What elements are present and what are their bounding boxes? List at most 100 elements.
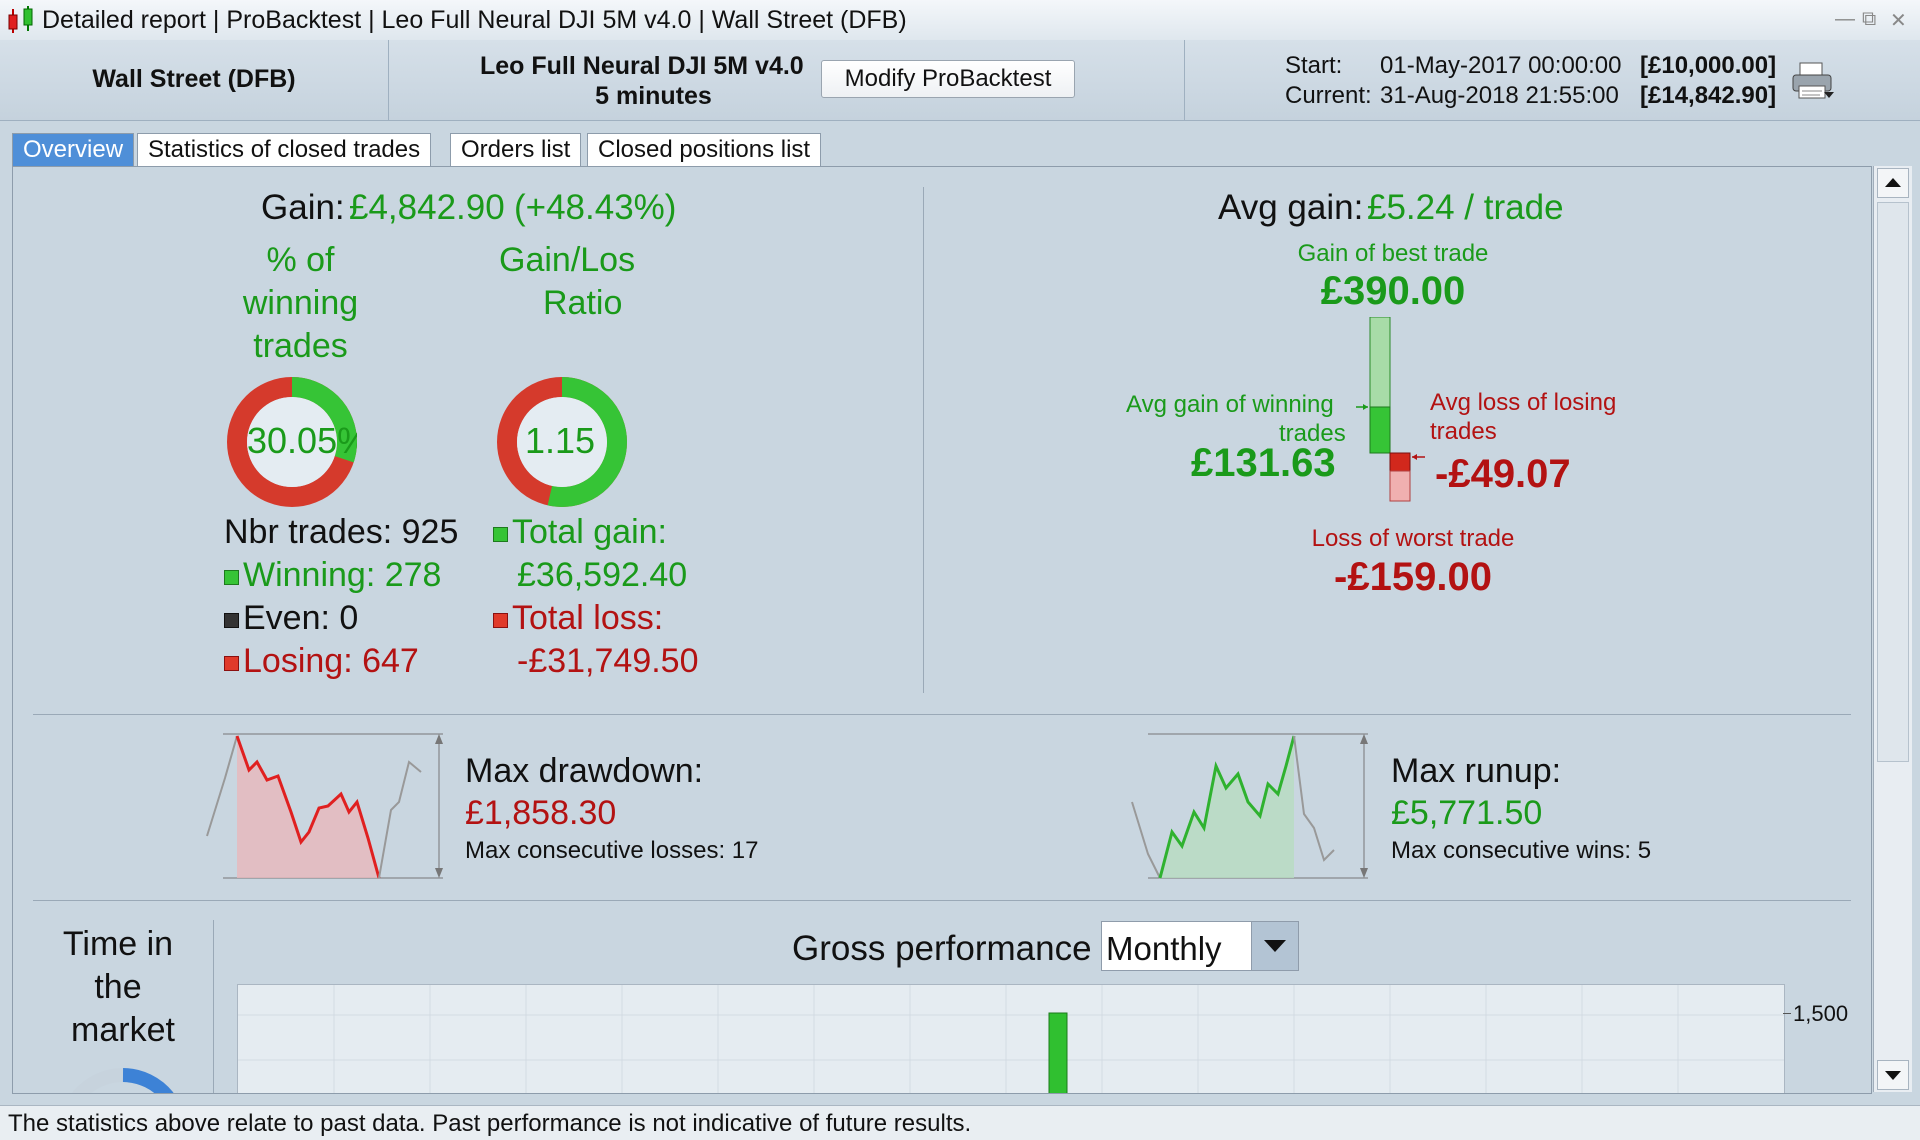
time-in-market-title: Time in bbox=[62, 925, 174, 963]
winning-trades-title: % of bbox=[266, 241, 335, 279]
section-divider bbox=[33, 714, 1851, 715]
avg-winning-value: £131.63 bbox=[1191, 441, 1336, 485]
gain-loss-ratio-donut: 1.15 bbox=[497, 377, 627, 507]
winning-trades-donut: 30.05% bbox=[227, 377, 357, 507]
max-consecutive-losses: Max consecutive losses: 17 bbox=[465, 837, 759, 864]
tab-statistics-closed-trades[interactable]: Statistics of closed trades bbox=[137, 133, 432, 166]
avg-losing-label: Avg loss of losing bbox=[1430, 389, 1617, 416]
gain-label: Gain: bbox=[261, 188, 345, 227]
period-select[interactable]: Monthly bbox=[1101, 921, 1299, 971]
header-divider bbox=[388, 40, 389, 120]
total-loss-label: Total loss: bbox=[512, 599, 664, 637]
current-date: 31-Aug-2018 21:55:00 bbox=[1380, 82, 1619, 109]
arrow-down-icon bbox=[1885, 1071, 1901, 1080]
time-in-market-title: market bbox=[71, 1011, 175, 1049]
scroll-up-button[interactable] bbox=[1877, 168, 1909, 198]
even-count: Even: 0 bbox=[243, 599, 359, 637]
gross-performance-chart bbox=[237, 984, 1785, 1093]
total-gain-label: Total gain: bbox=[512, 513, 667, 551]
trade-range-bar bbox=[1356, 317, 1425, 502]
max-drawdown-value: £1,858.30 bbox=[465, 794, 617, 832]
title-bar: Detailed report | ProBacktest | Leo Full… bbox=[0, 0, 1920, 41]
time-in-market-donut bbox=[71, 1068, 175, 1093]
tab-orders-list[interactable]: Orders list bbox=[450, 133, 582, 166]
start-date: 01-May-2017 00:00:00 bbox=[1380, 52, 1622, 79]
worst-trade-value: -£159.00 bbox=[1334, 555, 1492, 599]
number-of-trades: Nbr trades: 925 bbox=[224, 513, 459, 551]
section-divider bbox=[213, 920, 214, 1093]
black-legend-square bbox=[224, 612, 239, 628]
gain-value: £4,842.90 bbox=[349, 188, 505, 227]
gain-percent: (+48.43%) bbox=[514, 188, 677, 227]
axis-tick-mark bbox=[1783, 1013, 1791, 1014]
max-drawdown-label: Max drawdown: bbox=[465, 752, 704, 790]
even-count-row: Even: 0 bbox=[224, 599, 358, 638]
header-divider bbox=[1184, 40, 1185, 120]
current-label: Current: bbox=[1285, 82, 1372, 109]
total-loss-row: Total loss: bbox=[493, 599, 663, 638]
close-icon[interactable]: ✕ bbox=[1890, 10, 1907, 32]
overview-panel: Gain: £4,842.90 (+48.43%) % of winning t… bbox=[12, 166, 1872, 1094]
candlestick-app-icon bbox=[8, 6, 33, 33]
avg-gain-label: Avg gain: bbox=[1218, 188, 1364, 227]
printer-icon[interactable] bbox=[1790, 60, 1836, 102]
avg-winning-label: Avg gain of winning bbox=[1126, 391, 1334, 418]
status-bar: The statistics above relate to past data… bbox=[0, 1105, 1920, 1140]
gain-loss-ratio-title: Gain/Los bbox=[499, 241, 636, 279]
restore-icon[interactable]: ⧉ bbox=[1862, 8, 1877, 30]
avg-losing-label: trades bbox=[1430, 418, 1497, 445]
winning-count-row: Winning: 278 bbox=[224, 556, 441, 595]
winning-count: Winning: 278 bbox=[243, 556, 442, 594]
best-trade-label: Gain of best trade bbox=[1297, 240, 1489, 267]
max-runup-value: £5,771.50 bbox=[1391, 794, 1543, 832]
total-gain-row: Total gain: bbox=[493, 513, 667, 552]
tab-overview[interactable]: Overview bbox=[12, 133, 135, 166]
minimize-icon[interactable]: — bbox=[1835, 8, 1855, 30]
avg-winning-label: trades bbox=[1279, 420, 1346, 447]
runup-mini-chart bbox=[1131, 733, 1368, 879]
winning-trades-title: winning bbox=[242, 284, 359, 322]
winning-trades-title: trades bbox=[253, 327, 348, 365]
green-legend-square bbox=[493, 526, 508, 542]
start-capital: [£10,000.00] bbox=[1640, 52, 1777, 79]
avg-gain-value: £5.24 / trade bbox=[1367, 188, 1564, 227]
losing-count: Losing: 647 bbox=[243, 642, 419, 680]
time-in-market-title: the bbox=[94, 968, 142, 1006]
arrow-up-icon bbox=[1885, 178, 1901, 187]
scrollbar-thumb[interactable] bbox=[1877, 202, 1909, 762]
start-label: Start: bbox=[1285, 52, 1343, 79]
gain-loss-ratio-value: 1.15 bbox=[525, 420, 596, 461]
gross-performance-grid bbox=[238, 985, 1784, 1093]
max-runup-label: Max runup: bbox=[1391, 752, 1562, 790]
red-legend-square bbox=[224, 655, 239, 671]
period-select-value: Monthly bbox=[1106, 930, 1222, 967]
total-loss-value: -£31,749.50 bbox=[517, 642, 699, 680]
strategy-name: Leo Full Neural DJI 5M v4.0 bbox=[480, 52, 804, 80]
gross-performance-label: Gross performance bbox=[792, 929, 1092, 968]
scroll-down-button[interactable] bbox=[1877, 1060, 1909, 1090]
tab-closed-positions-list[interactable]: Closed positions list bbox=[587, 133, 822, 166]
losing-count-row: Losing: 647 bbox=[224, 642, 419, 681]
report-header: Wall Street (DFB) Leo Full Neural DJI 5M… bbox=[0, 40, 1920, 121]
disclaimer-text: The statistics above relate to past data… bbox=[8, 1110, 972, 1137]
vertical-scrollbar[interactable] bbox=[1873, 166, 1912, 1092]
drawdown-mini-chart bbox=[206, 733, 443, 879]
section-divider bbox=[33, 900, 1851, 901]
max-consecutive-wins: Max consecutive wins: 5 bbox=[1391, 837, 1652, 864]
gain-loss-ratio-title: Ratio bbox=[543, 284, 623, 322]
worst-trade-label: Loss of worst trade bbox=[1311, 525, 1515, 552]
gross-performance-axis-tick: 1,500 bbox=[1793, 1001, 1849, 1026]
window-title: Detailed report | ProBacktest | Leo Full… bbox=[42, 6, 907, 34]
instrument-name: Wall Street (DFB) bbox=[92, 65, 296, 93]
best-trade-value: £390.00 bbox=[1320, 269, 1466, 313]
winning-trades-percent: 30.05% bbox=[247, 420, 357, 461]
current-capital: [£14,842.90] bbox=[1640, 82, 1777, 109]
green-legend-square bbox=[224, 569, 239, 585]
timeframe-label: 5 minutes bbox=[595, 82, 712, 110]
modify-probacktest-button[interactable]: Modify ProBacktest bbox=[821, 60, 1075, 98]
chevron-down-icon[interactable] bbox=[1251, 922, 1298, 970]
avg-losing-value: -£49.07 bbox=[1435, 452, 1571, 496]
section-divider bbox=[923, 187, 924, 693]
total-gain-value: £36,592.40 bbox=[517, 556, 688, 594]
red-legend-square bbox=[493, 612, 508, 628]
